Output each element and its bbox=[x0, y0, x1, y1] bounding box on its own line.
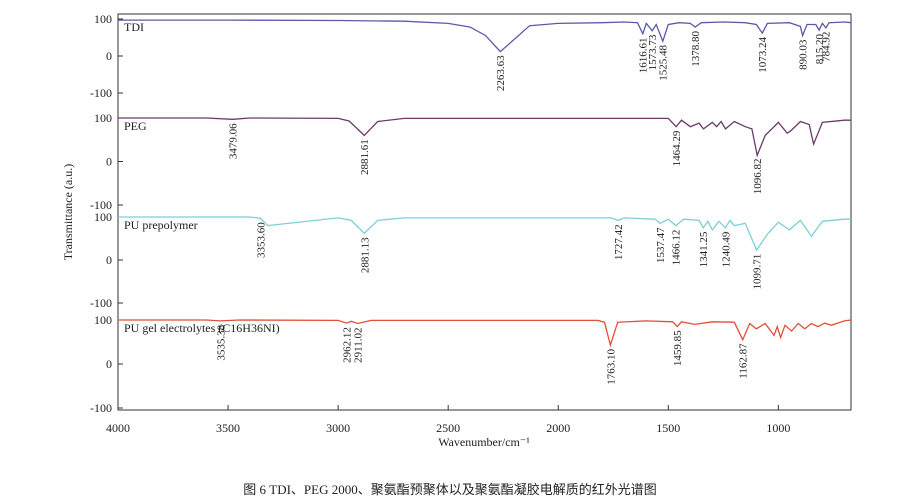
peak-label: 1466.12 bbox=[671, 230, 683, 266]
series-label: PEG bbox=[124, 119, 147, 133]
peak-label: 1573.73 bbox=[647, 34, 659, 70]
y-tick-label: -100 bbox=[90, 198, 112, 212]
peak-label: 784.92 bbox=[821, 32, 833, 62]
peak-label: 1727.42 bbox=[613, 224, 625, 260]
peak-label: 2881.61 bbox=[359, 139, 371, 175]
peak-label: 2911.02 bbox=[353, 328, 365, 363]
peak-label: 1537.47 bbox=[655, 227, 667, 263]
peak-label: 3479.06 bbox=[228, 123, 240, 159]
y-axis-label: Transmittance (a.u.) bbox=[61, 164, 75, 261]
peak-label: 2962.12 bbox=[341, 327, 353, 363]
caption: 图 6 TDI、PEG 2000、聚氨酯预聚体以及聚氨酯凝胶电解质的红外光谱图 bbox=[243, 482, 656, 497]
spectrum-line bbox=[118, 319, 852, 348]
y-tick-label: -100 bbox=[90, 296, 112, 310]
peak-label: 1099.71 bbox=[751, 254, 763, 290]
peak-label: 1073.24 bbox=[757, 36, 769, 72]
spectrum-line bbox=[118, 117, 851, 158]
peak-label: 1162.87 bbox=[738, 343, 750, 379]
y-tick-label: 0 bbox=[106, 49, 112, 63]
peak-label: 2881.13 bbox=[359, 237, 371, 273]
y-tick-label: -100 bbox=[90, 86, 112, 100]
x-tick-label: 1500 bbox=[656, 421, 680, 435]
peak-label: 3535.38 bbox=[215, 324, 227, 360]
peak-label: 2263.63 bbox=[495, 55, 507, 91]
y-tick-label: 100 bbox=[94, 12, 112, 26]
x-tick-label: 2000 bbox=[546, 421, 570, 435]
peak-label: 1240.49 bbox=[720, 231, 732, 267]
plot-frame bbox=[117, 13, 852, 411]
series-label: PU gel electrolytes (C16H36NI) bbox=[124, 321, 280, 335]
x-axis-label: Wavenumber/cm⁻¹ bbox=[438, 435, 530, 449]
x-tick-label: 3500 bbox=[216, 421, 240, 435]
peak-label: 3353.60 bbox=[255, 222, 267, 258]
x-tick-label: 4000 bbox=[106, 421, 130, 435]
peak-label: 1525.48 bbox=[658, 44, 670, 80]
peak-label: 1341.25 bbox=[698, 231, 710, 267]
peak-label: 1459.85 bbox=[672, 330, 684, 366]
x-tick-label: 3000 bbox=[326, 421, 350, 435]
spectrum-line bbox=[118, 216, 851, 252]
series-label: PU prepolymer bbox=[124, 218, 198, 232]
y-tick-label: 0 bbox=[106, 155, 112, 169]
peak-label: 1464.29 bbox=[671, 130, 683, 166]
y-tick-label: 100 bbox=[94, 313, 112, 327]
peak-label: 815.20 bbox=[814, 34, 826, 65]
x-tick-label: 2500 bbox=[436, 421, 460, 435]
y-tick-label: 0 bbox=[106, 253, 112, 267]
peak-label: 1616.61 bbox=[638, 38, 650, 74]
series-label: TDI bbox=[124, 20, 144, 34]
peak-label: 1763.10 bbox=[605, 348, 617, 384]
y-tick-label: 0 bbox=[106, 357, 112, 371]
peak-label: 1378.80 bbox=[690, 31, 702, 67]
y-tick-label: -100 bbox=[90, 401, 112, 415]
y-tick-label: 100 bbox=[94, 111, 112, 125]
y-tick-label: 100 bbox=[94, 210, 112, 224]
peak-label: 890.03 bbox=[798, 39, 810, 70]
x-tick-label: 1000 bbox=[766, 421, 790, 435]
spectrum-line bbox=[118, 19, 852, 53]
peak-label: 1096.82 bbox=[752, 159, 764, 195]
